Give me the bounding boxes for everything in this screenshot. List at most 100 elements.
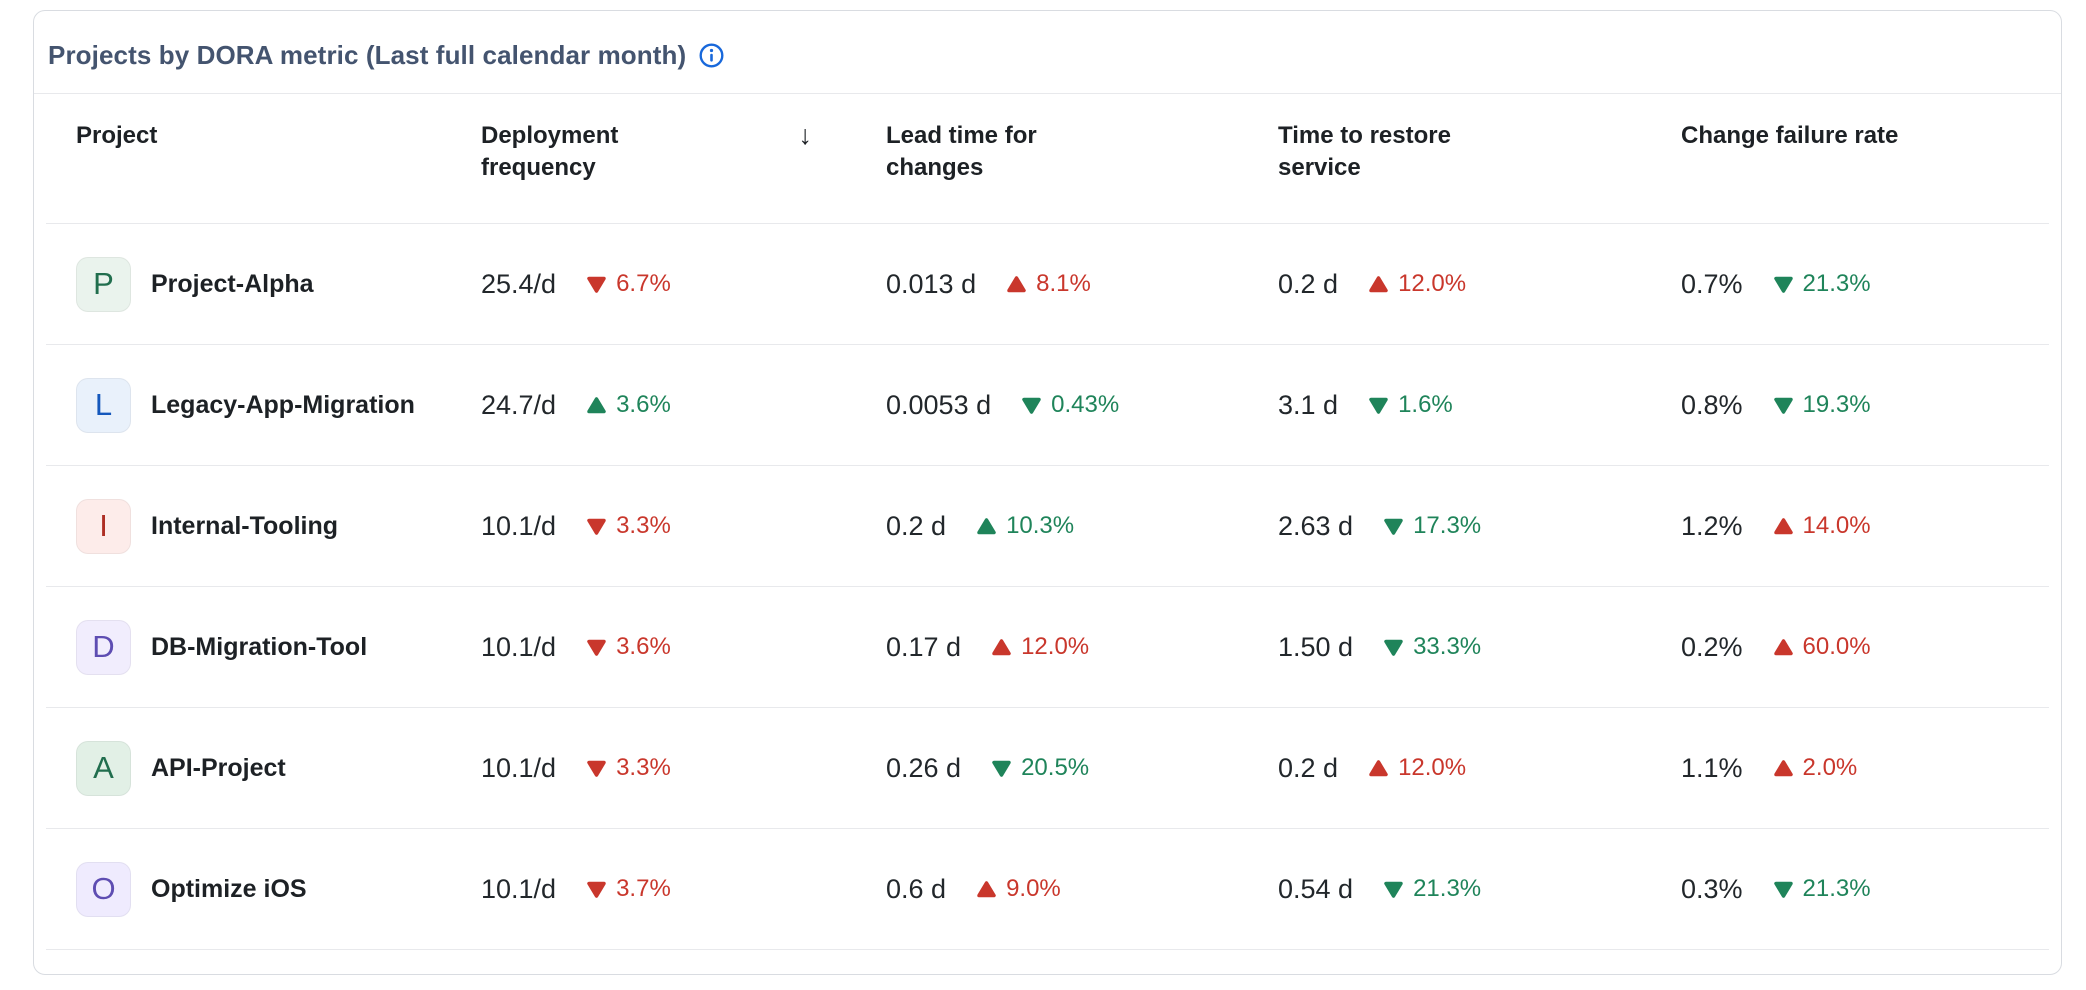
time-to-restore-cell: 0.2 d 12.0% — [1278, 753, 1681, 784]
trend-delta: 12.0% — [1021, 633, 1090, 660]
time-to-restore-cell: 3.1 d 1.6% — [1278, 390, 1681, 421]
project-cell[interactable]: O Optimize iOS — [76, 861, 481, 917]
trend: 33.3% — [1383, 633, 1481, 661]
trend-delta: 21.3% — [1802, 875, 1871, 902]
trend-down-icon — [1384, 639, 1403, 656]
trend-up-icon — [977, 517, 996, 534]
metric-value: 0.8% — [1681, 389, 1743, 420]
metric-value: 1.2% — [1681, 510, 1743, 541]
trend-delta: 21.3% — [1413, 875, 1482, 902]
trend-down-icon — [1773, 881, 1793, 898]
project-avatar: L — [76, 377, 131, 433]
trend-delta: 20.5% — [1021, 754, 1090, 781]
trend-delta: 6.7% — [616, 270, 671, 297]
trend: 21.3% — [1773, 270, 1871, 298]
info-icon[interactable] — [698, 42, 725, 69]
column-header-label: Change failure rate — [1681, 122, 1899, 149]
trend-delta: 8.1% — [1036, 270, 1091, 297]
trend-delta: 1.6% — [1398, 391, 1453, 418]
table-row: I Internal-Tooling 10.1/d 3.3% 0.2 d 10.… — [46, 466, 2049, 587]
column-header-label: Time to restore service — [1278, 122, 1451, 181]
trend-delta: 12.0% — [1398, 270, 1467, 297]
metric-value: 0.6 d — [886, 873, 947, 904]
trend-delta: 3.6% — [616, 391, 671, 418]
change-failure-rate-cell: 0.3% 21.3% — [1681, 874, 2049, 905]
trend-down-icon — [587, 881, 606, 898]
metric-value: 0.7% — [1681, 268, 1743, 299]
column-header-label: Deployment frequency — [481, 122, 619, 181]
project-avatar: A — [76, 740, 131, 796]
trend-delta: 10.3% — [1006, 512, 1075, 539]
trend-delta: 2.0% — [1802, 754, 1858, 781]
deployment-frequency-cell: 25.4/d 6.7% — [481, 269, 886, 300]
project-name: DB-Migration-Tool — [151, 632, 368, 661]
metric-value: 0.3% — [1681, 873, 1743, 904]
project-avatar: I — [76, 498, 131, 554]
metric-value: 10.1/d — [481, 510, 557, 541]
trend: 2.0% — [1773, 754, 1858, 782]
lead-time-cell: 0.17 d 12.0% — [886, 632, 1278, 663]
metric-value: 1.50 d — [1278, 631, 1354, 662]
metric-value: 25.4/d — [481, 268, 557, 299]
sort-descending-icon[interactable]: ↓ — [798, 120, 813, 150]
card-title: Projects by DORA metric (Last full calen… — [48, 39, 687, 70]
trend-delta: 3.3% — [616, 512, 671, 539]
card-footer-space — [46, 950, 2049, 974]
column-header-change-failure-rate[interactable]: Change failure rate — [1681, 120, 2049, 223]
column-header-time-to-restore[interactable]: Time to restore service — [1278, 120, 1681, 223]
change-failure-rate-cell: 1.1% 2.0% — [1681, 753, 2049, 784]
metric-value: 0.2 d — [1278, 752, 1339, 783]
table-body: P Project-Alpha 25.4/d 6.7% 0.013 d 8.1%… — [46, 224, 2049, 950]
metric-value: 10.1/d — [481, 873, 557, 904]
project-cell[interactable]: D DB-Migration-Tool — [76, 619, 481, 675]
trend-delta: 12.0% — [1398, 754, 1467, 781]
project-name: Optimize iOS — [151, 874, 307, 903]
project-cell[interactable]: L Legacy-App-Migration — [76, 377, 481, 433]
column-header-deployment-frequency[interactable]: Deployment frequency ↓ — [481, 120, 886, 223]
column-header-project[interactable]: Project — [76, 120, 481, 223]
table-row: A API-Project 10.1/d 3.3% 0.26 d 20.5% 0… — [46, 708, 2049, 829]
trend-delta: 14.0% — [1802, 512, 1871, 539]
trend: 21.3% — [1773, 875, 1871, 903]
project-cell[interactable]: P Project-Alpha — [76, 256, 481, 312]
project-cell[interactable]: A API-Project — [76, 740, 481, 796]
metric-value: 0.2 d — [886, 510, 947, 541]
trend-up-icon — [1007, 275, 1026, 292]
trend: 3.6% — [586, 633, 671, 661]
time-to-restore-cell: 2.63 d 17.3% — [1278, 511, 1681, 542]
time-to-restore-cell: 0.2 d 12.0% — [1278, 269, 1681, 300]
metric-value: 2.63 d — [1278, 510, 1354, 541]
metric-value: 0.2% — [1681, 631, 1743, 662]
lead-time-cell: 0.0053 d 0.43% — [886, 390, 1278, 421]
lead-time-cell: 0.6 d 9.0% — [886, 874, 1278, 905]
trend-down-icon — [1384, 518, 1403, 535]
lead-time-cell: 0.2 d 10.3% — [886, 511, 1278, 542]
trend-delta: 33.3% — [1413, 633, 1482, 660]
project-avatar: D — [76, 619, 131, 675]
trend: 12.0% — [1368, 754, 1466, 782]
trend-delta: 17.3% — [1413, 512, 1482, 539]
column-header-lead-time[interactable]: Lead time for changes — [886, 120, 1278, 223]
project-avatar: P — [76, 256, 131, 312]
trend-delta: 21.3% — [1802, 270, 1871, 297]
trend-up-icon — [587, 396, 606, 413]
trend: 0.43% — [1021, 391, 1119, 419]
dora-metrics-card: Projects by DORA metric (Last full calen… — [33, 10, 2062, 975]
trend-delta: 19.3% — [1802, 391, 1871, 418]
trend-down-icon — [587, 639, 606, 656]
trend: 19.3% — [1773, 391, 1871, 419]
project-cell[interactable]: I Internal-Tooling — [76, 498, 481, 554]
trend-up-icon — [1773, 759, 1793, 776]
trend: 9.0% — [976, 875, 1061, 903]
project-name: Project-Alpha — [151, 269, 314, 298]
deployment-frequency-cell: 10.1/d 3.3% — [481, 753, 886, 784]
card-header: Projects by DORA metric (Last full calen… — [34, 11, 2061, 93]
trend: 3.3% — [586, 512, 671, 540]
dora-table: Project Deployment frequency ↓ Lead time… — [34, 93, 2061, 974]
metric-value: 0.54 d — [1278, 873, 1354, 904]
trend-down-icon — [1384, 881, 1403, 898]
trend: 3.6% — [586, 391, 671, 419]
trend-down-icon — [1022, 397, 1041, 414]
metric-value: 0.26 d — [886, 752, 962, 783]
metric-value: 0.2 d — [1278, 268, 1339, 299]
